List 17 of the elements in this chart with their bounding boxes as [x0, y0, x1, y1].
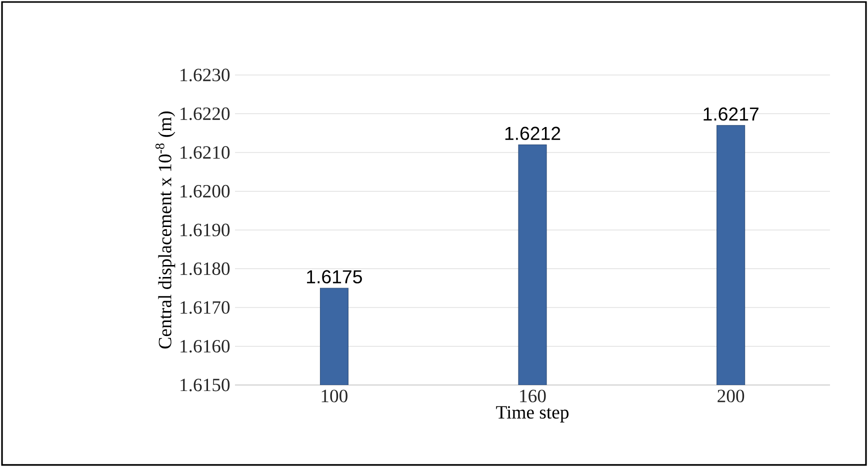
data-label: 1.6217 — [704, 107, 758, 121]
y-tick-label: 1.6210 — [180, 146, 230, 159]
x-tick-label: 200 — [718, 390, 744, 402]
y-tick-label: 1.6200 — [180, 184, 230, 198]
x-tick-label: 100 — [322, 390, 348, 402]
data-label: 1.6212 — [505, 126, 560, 140]
y-tick-label: 1.6220 — [180, 107, 230, 120]
y-axis-title: Central displacement x 10$^{-8}$ (m) — [156, 112, 176, 349]
x-tick-label: 160 — [520, 390, 546, 402]
y-tick-label: 1.6190 — [180, 224, 230, 236]
y-tick-label: 1.6150 — [180, 378, 230, 392]
data-label: 1.6175 — [307, 270, 362, 284]
y-tick-label: 1.6170 — [180, 301, 230, 314]
y-tick-label: 1.6160 — [180, 340, 230, 353]
y-tick-label: 1.6180 — [180, 262, 230, 276]
y-tick-label: 1.6230 — [180, 68, 230, 82]
x-axis-title: Time step — [496, 406, 569, 422]
